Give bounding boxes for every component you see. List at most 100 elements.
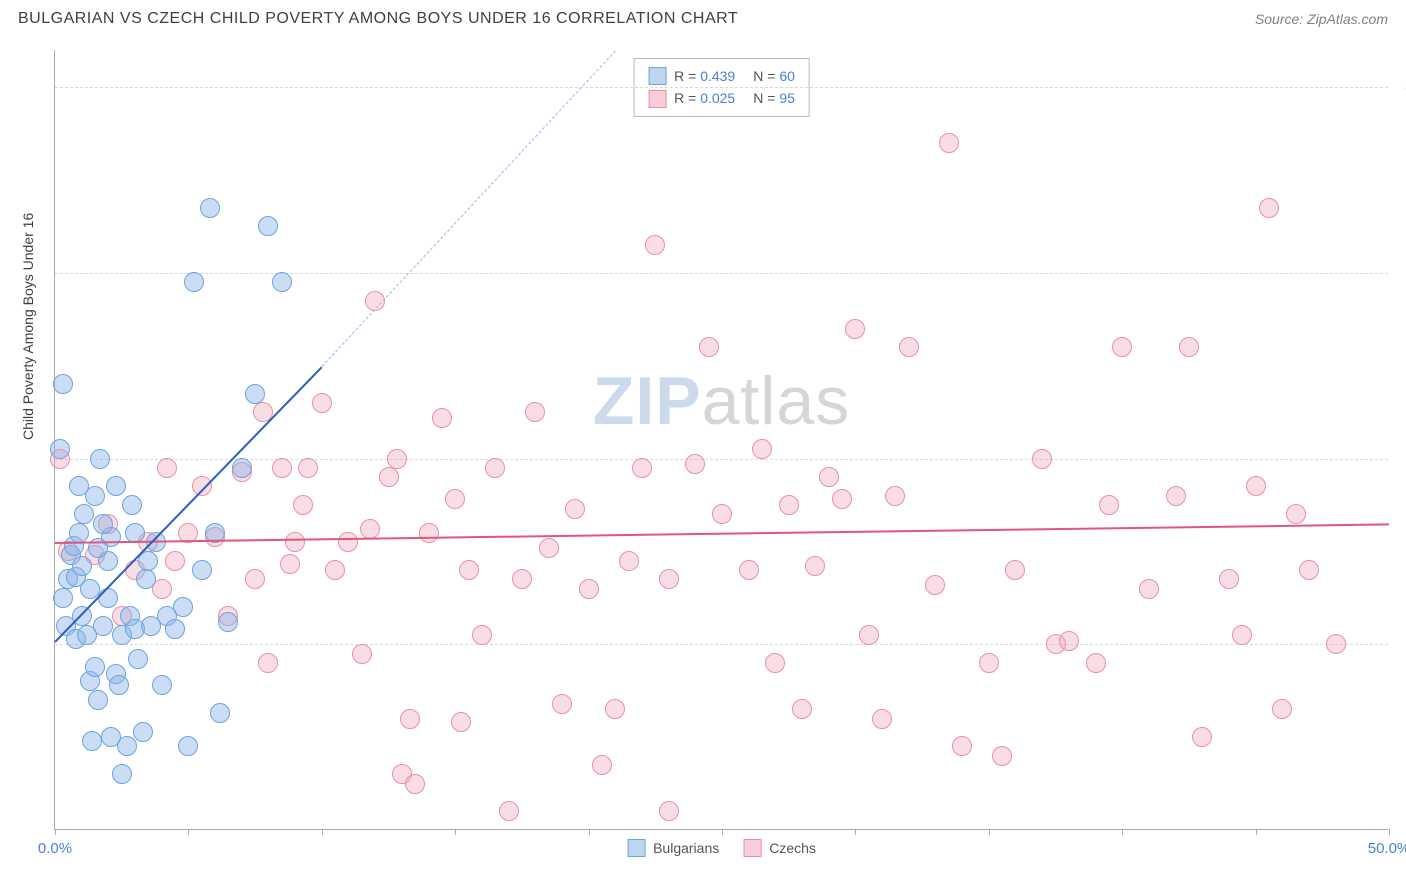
bulgarians-point [117,736,137,756]
bulgarians-point [272,272,292,292]
czechs-point [1219,569,1239,589]
czechs-point [1166,486,1186,506]
czechs-point [632,458,652,478]
czechs-point [1326,634,1346,654]
gridline-horizontal [55,459,1388,460]
czechs-point [739,560,759,580]
x-tick-label: 0.0% [38,840,72,857]
czechs-point [992,746,1012,766]
czechs-point [1086,653,1106,673]
czechs-point [765,653,785,673]
czechs-point [379,467,399,487]
czechs-point [432,408,452,428]
x-tick [1122,829,1123,835]
gridline-horizontal [55,644,1388,645]
bulgarians-point [210,703,230,723]
czechs-point [979,653,999,673]
czechs-point [400,709,420,729]
scatter-chart: ZIPatlas R = 0.439N = 60R = 0.025N = 95 … [54,50,1388,830]
czechs-point [445,489,465,509]
bulgarians-point [72,556,92,576]
bulgarians-point [178,736,198,756]
czechs-point [245,569,265,589]
bulgarians-point [106,476,126,496]
czechs-point [565,499,585,519]
czechs-point [472,625,492,645]
legend-swatch [648,90,666,108]
czechs-point [352,644,372,664]
bulgarians-point [133,722,153,742]
x-tick [589,829,590,835]
czechs-point [1272,699,1292,719]
bulgarians-point [128,649,148,669]
bulgarians-point [232,458,252,478]
bulgarians-point [50,439,70,459]
x-tick [855,829,856,835]
x-tick [188,829,189,835]
czechs-point [552,694,572,714]
czechs-point [699,337,719,357]
czechs-point [645,235,665,255]
czechs-point [485,458,505,478]
czechs-point [1112,337,1132,357]
bulgarians-point [69,476,89,496]
legend-item: Czechs [743,839,816,857]
czechs-point [952,736,972,756]
trend-line [55,524,1389,545]
legend-item: Bulgarians [627,839,719,857]
czechs-point [298,458,318,478]
czechs-point [1299,560,1319,580]
source-attribution: Source: ZipAtlas.com [1255,11,1388,27]
legend-swatch [648,67,666,85]
legend-swatch [627,839,645,857]
czechs-point [592,755,612,775]
bulgarians-point [112,764,132,784]
legend-label: Czechs [769,840,816,856]
bulgarians-point [72,606,92,626]
czechs-point [258,653,278,673]
czechs-point [885,486,905,506]
bulgarians-point [192,560,212,580]
bulgarians-point [88,690,108,710]
czechs-point [1005,560,1025,580]
czechs-point [1246,476,1266,496]
czechs-point [659,801,679,821]
czechs-point [872,709,892,729]
czechs-point [939,133,959,153]
x-tick [1389,829,1390,835]
czechs-point [819,467,839,487]
bulgarians-point [93,514,113,534]
legend-swatch [743,839,761,857]
bulgarians-point [136,569,156,589]
czechs-point [387,449,407,469]
watermark: ZIPatlas [593,362,850,440]
czechs-point [192,476,212,496]
czechs-point [1259,198,1279,218]
czechs-point [512,569,532,589]
chart-title: BULGARIAN VS CZECH CHILD POVERTY AMONG B… [18,10,738,28]
czechs-point [805,556,825,576]
bulgarians-point [109,675,129,695]
czechs-point [579,579,599,599]
x-tick [55,829,56,835]
legend-row: R = 0.439N = 60 [648,65,795,87]
czechs-point [365,291,385,311]
czechs-point [338,532,358,552]
czechs-point [845,319,865,339]
czechs-point [325,560,345,580]
legend-row: R = 0.025N = 95 [648,87,795,109]
czechs-point [157,458,177,478]
czechs-point [925,575,945,595]
x-tick-label: 50.0% [1368,840,1406,857]
czechs-point [1099,495,1119,515]
czechs-point [451,712,471,732]
czechs-point [859,625,879,645]
bulgarians-point [85,657,105,677]
bulgarians-point [74,504,94,524]
bulgarians-point [90,449,110,469]
czechs-point [459,560,479,580]
czechs-point [293,495,313,515]
czechs-point [165,551,185,571]
bulgarians-point [122,495,142,515]
bulgarians-point [93,616,113,636]
